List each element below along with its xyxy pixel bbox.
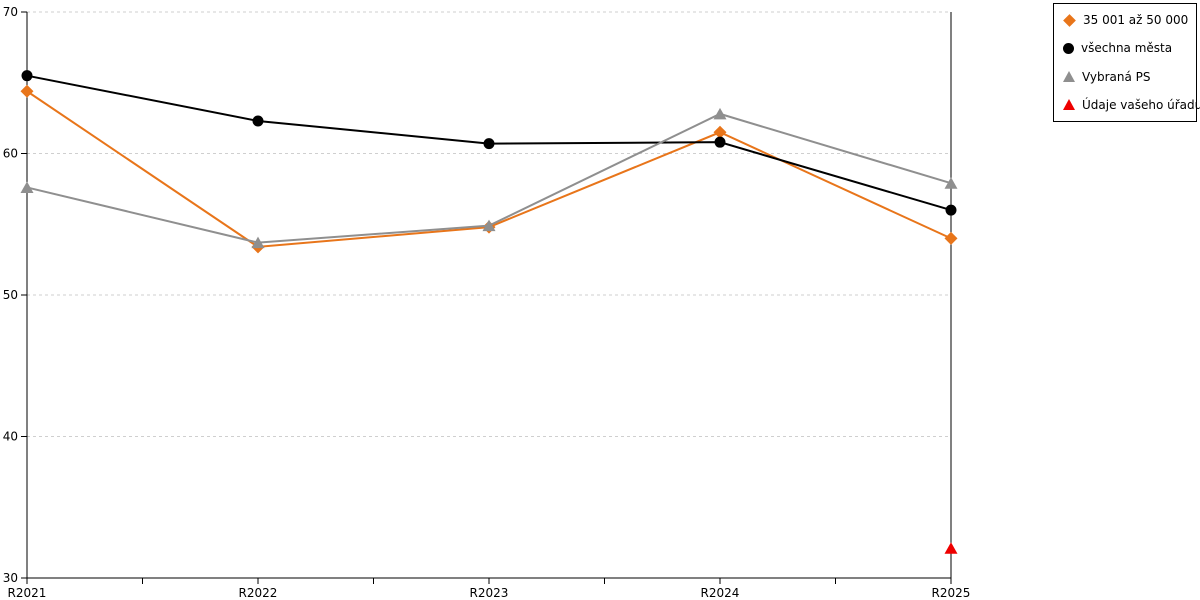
x-tick-label: R2024: [701, 586, 740, 600]
circle-marker-icon: [1063, 42, 1074, 54]
triangle-marker-icon: [1063, 99, 1075, 111]
circle-marker: [483, 138, 495, 150]
x-tick-label: R2022: [239, 586, 278, 600]
legend-label: 35 001 až 50 000: [1083, 13, 1189, 28]
legend-item-udaje-vaseho-uradu: Údaje vašeho úřadu: [1063, 98, 1200, 112]
circle-marker: [945, 204, 957, 216]
legend: 35 001 až 50 000 všechna města Vybraná P…: [1053, 3, 1200, 122]
diamond-marker: [713, 125, 727, 139]
y-tick-label: 70: [3, 5, 18, 19]
y-tick-label: 60: [3, 147, 18, 161]
legend-label: Vybraná PS: [1082, 69, 1151, 84]
triangle-marker: [713, 107, 727, 120]
triangle-marker: [20, 181, 34, 193]
triangle-marker: [944, 177, 958, 189]
legend-item-35001-az-50000: 35 001 až 50 000: [1063, 13, 1196, 27]
triangle-marker: [251, 236, 265, 249]
triangle-marker-icon: [1063, 71, 1075, 83]
circle-marker: [714, 136, 726, 148]
y-tick-label: 40: [3, 430, 18, 444]
legend-item-vybrana-ps: Vybraná PS: [1063, 70, 1196, 84]
legend-item-vsechna-mesta: všechna města: [1063, 41, 1196, 55]
x-tick-label: R2025: [932, 586, 971, 600]
triangle-marker: [482, 219, 496, 232]
legend-label: všechna města: [1081, 41, 1173, 56]
x-tick-label: R2023: [470, 586, 509, 600]
legend-label: Údaje vašeho úřadu: [1082, 97, 1200, 112]
diamond-marker-icon: [1063, 13, 1076, 27]
x-tick-label: R2021: [8, 586, 47, 600]
circle-marker: [21, 70, 33, 82]
y-tick-label: 50: [3, 288, 18, 302]
y-tick-label: 30: [3, 571, 18, 585]
diamond-marker: [944, 231, 958, 245]
triangle-marker: [944, 542, 958, 554]
circle-marker: [252, 115, 264, 127]
diamond-marker: [20, 84, 34, 98]
